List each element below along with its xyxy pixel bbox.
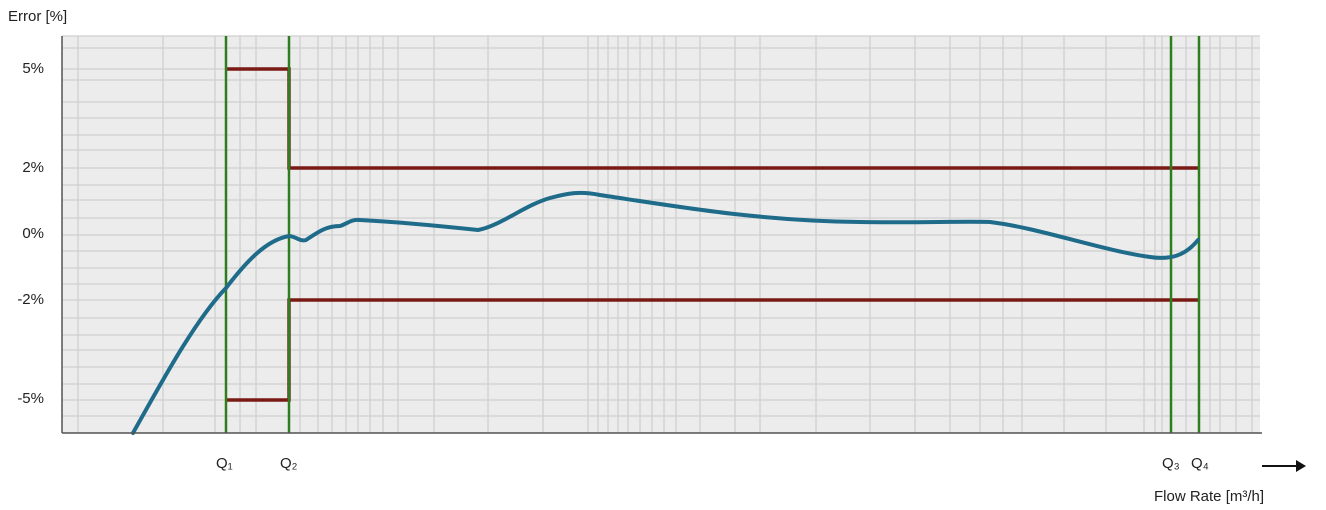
x-arrow-icon bbox=[1262, 460, 1306, 472]
y-tick-label: 5% bbox=[22, 60, 44, 77]
y-tick-label: -5% bbox=[17, 390, 44, 407]
q3-tick-label: Q₃ bbox=[1162, 455, 1180, 472]
error-curve bbox=[131, 190, 1200, 435]
y-tick-label: -2% bbox=[17, 291, 44, 308]
y-tick-label: 0% bbox=[22, 225, 44, 242]
q1-tick-label: Q₁ bbox=[216, 455, 233, 472]
y-tick-label: 2% bbox=[22, 159, 44, 176]
q4-tick-label: Q₄ bbox=[1191, 455, 1209, 472]
x-axis-label: Flow Rate [m³/h] bbox=[1154, 488, 1265, 505]
q2-tick-label: Q₂ bbox=[280, 455, 298, 472]
y-axis-label: Error [%] bbox=[8, 8, 68, 25]
